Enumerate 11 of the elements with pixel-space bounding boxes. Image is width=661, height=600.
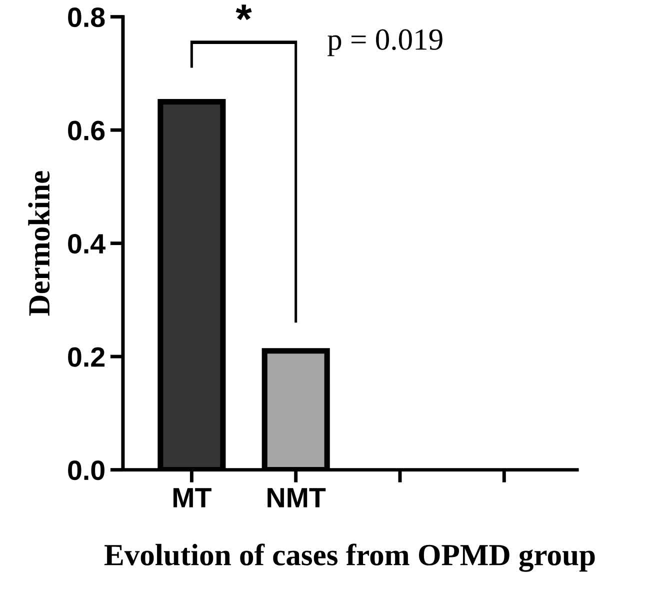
y-tick-label: 0.4 [68, 234, 106, 254]
y-tick-label: 0.6 [68, 120, 105, 140]
y-tick-label: 0.2 [68, 347, 104, 367]
x-tick-label: NMT [268, 488, 326, 508]
y-tick-label: 0.8 [68, 7, 105, 28]
annotation: * [236, 4, 252, 20]
x-axis-title: Evolution of cases from OPMD group [104, 544, 595, 572]
annotation: p = 0.019 [328, 29, 442, 56]
x-tick-label: MT [173, 488, 212, 508]
y-tick-label: 0.0 [68, 460, 104, 480]
y-axis-title: Dermokine [28, 171, 50, 316]
